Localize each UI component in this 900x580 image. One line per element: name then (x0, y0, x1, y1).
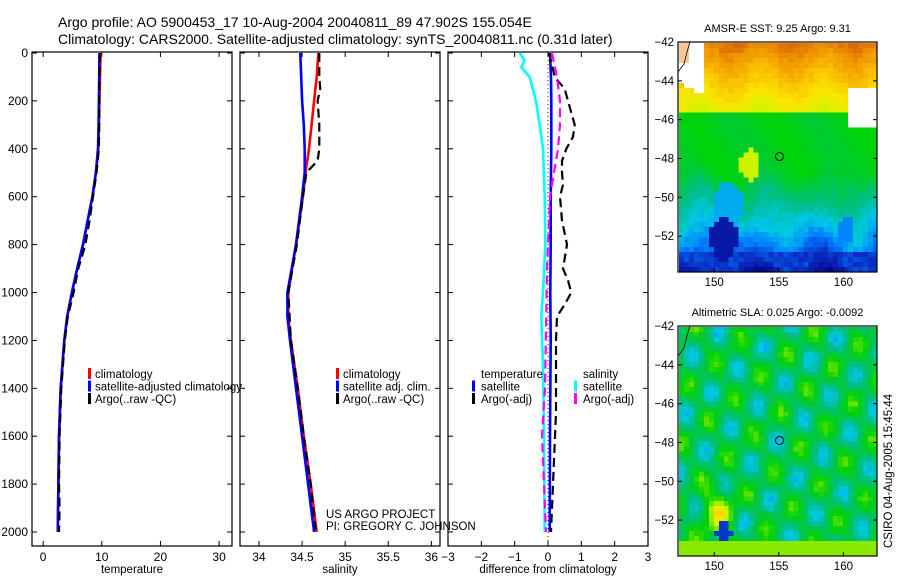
series-line-climatology (56, 52, 102, 533)
legend-swatch (472, 393, 475, 404)
legend-label: satellite (481, 382, 520, 394)
x-tick-label: 35.5 (377, 550, 401, 564)
legend-header: salinity (583, 369, 618, 381)
legend-label: Argo(-adj) (583, 394, 634, 406)
x-tick-label: 34 (252, 550, 266, 564)
series-line-salinity-argo-adj- (540, 52, 562, 533)
legend-header: temperature (481, 369, 543, 381)
legend-label: satellite (583, 382, 622, 394)
x-tick-label: −1 (508, 550, 522, 564)
depth-tick-label: 200 (8, 94, 28, 108)
depth-tick-label: 400 (8, 142, 28, 156)
series-line-salinity-satellite (518, 52, 547, 533)
x-tick-label: −2 (474, 550, 488, 564)
depth-tick-label: 1800 (1, 477, 28, 491)
legend-swatch (88, 393, 91, 404)
legend-label: Argo(..raw -QC) (343, 394, 424, 406)
title-line-2: Climatology: CARS2000. Satellite-adjuste… (58, 31, 613, 47)
title-line-1: Argo profile: AO 5900453_17 10-Aug-2004 … (58, 14, 532, 30)
timestamp-stamp: CSIRO 04-Aug-2005 15:45:44 (883, 393, 895, 548)
x-tick-label: 3 (645, 550, 652, 564)
depth-tick-label: 1000 (1, 286, 28, 300)
x-tick-label: 35 (338, 550, 352, 564)
legend-label: climatology (95, 369, 153, 381)
series-line-satellite-adjusted-climatology (56, 52, 101, 533)
series-line-temperature-satellite (548, 52, 553, 533)
legend-swatch (574, 380, 577, 392)
depth-tick-label: 1200 (1, 333, 28, 347)
plot-frame (447, 51, 649, 547)
x-tick-label: −3 (441, 550, 455, 564)
x-tick-label: 2 (611, 550, 618, 564)
x-axis-label: difference from climatology (479, 564, 616, 576)
legend-swatch (336, 368, 339, 379)
series-line-argo-raw-qc- (287, 53, 322, 533)
x-tick-label: 30 (212, 550, 226, 564)
series-line-temperature-argo-adj- (547, 52, 576, 533)
x-tick-label: 34.5 (290, 550, 314, 564)
depth-tick-label: 2000 (1, 525, 28, 539)
x-tick-label: 1 (578, 550, 585, 564)
sla-map-canvas (679, 327, 877, 556)
legend-swatch (88, 368, 91, 379)
legend-label: satellite-adjusted climatology (95, 382, 242, 394)
legend-swatch (336, 393, 339, 404)
pi-credit: PI: GREGORY C. JOHNSON (326, 521, 476, 533)
sst-map-canvas (679, 43, 877, 272)
plot-frame (31, 51, 233, 547)
x-tick-label: 36 (425, 550, 439, 564)
depth-tick-label: 800 (8, 238, 28, 252)
depth-tick-label: 1600 (1, 429, 28, 443)
legend-label: climatology (343, 369, 401, 381)
profile-panel-1: 34 34.5 35 35.5 36 salinity climatologysatelli… (239, 51, 441, 576)
plot-frame (239, 51, 441, 547)
legend-swatch (472, 380, 475, 392)
project-credit: US ARGO PROJECT (326, 509, 435, 521)
legend-label: Argo(-adj) (481, 394, 532, 406)
depth-tick-label: 0 (21, 46, 28, 60)
legend-swatch (574, 393, 577, 404)
depth-tick-label: 1400 (1, 381, 28, 395)
profile-panel-2: −3 −2 −1 0 1 2 3 difference from climatology tem… (441, 51, 652, 576)
legend-swatch (88, 380, 91, 392)
x-tick-label: 0 (545, 550, 552, 564)
x-tick-label: 20 (154, 550, 168, 564)
series-line-satellite-adj-clim- (286, 52, 316, 533)
x-axis-label: salinity (322, 564, 357, 576)
x-axis-label: temperature (101, 564, 163, 576)
profile-panel-0: 0 10 20 30 temperature 0 200 400 600 800 1000 1200 1… (1, 46, 242, 576)
legend-label: Argo(..raw -QC) (95, 394, 176, 406)
x-tick-label: 0 (40, 550, 47, 564)
series-line-argo-raw-qc- (57, 52, 102, 533)
legend-swatch (336, 380, 339, 392)
x-tick-label: 10 (95, 550, 109, 564)
depth-tick-label: 600 (8, 190, 28, 204)
legend-label: satellite adj. clim. (343, 382, 431, 394)
